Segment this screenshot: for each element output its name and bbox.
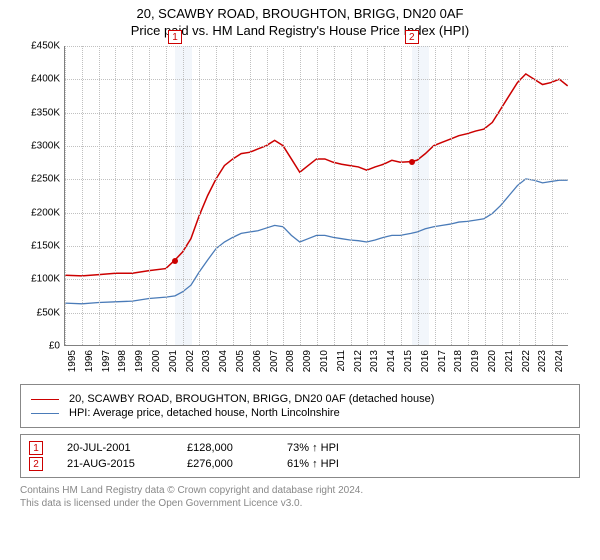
x-tick-label: 2011 [336, 350, 347, 372]
x-tick-label: 2003 [201, 350, 212, 372]
x-tick-label: 2000 [151, 350, 162, 372]
x-tick-label: 2002 [185, 350, 196, 372]
title-block: 20, SCAWBY ROAD, BROUGHTON, BRIGG, DN20 … [6, 6, 594, 38]
plot-area: 12 [64, 46, 568, 346]
x-tick-label: 2005 [235, 350, 246, 372]
y-tick-label: £300K [31, 141, 60, 152]
x-tick-label: 1998 [117, 350, 128, 372]
y-tick-label: £150K [31, 241, 60, 252]
x-tick-label: 2024 [554, 350, 565, 372]
title-subtitle: Price paid vs. HM Land Registry's House … [6, 23, 594, 38]
footer-line-1: Contains HM Land Registry data © Crown c… [20, 484, 580, 497]
title-address: 20, SCAWBY ROAD, BROUGHTON, BRIGG, DN20 … [6, 6, 594, 21]
sale-marker [172, 258, 178, 264]
y-tick-label: £450K [31, 41, 60, 52]
y-tick-label: £100K [31, 274, 60, 285]
sales-block: 1 20-JUL-2001£128,00073% ↑ HPI 2 21-AUG-201… [20, 434, 580, 478]
x-tick-label: 1999 [134, 350, 145, 372]
x-tick-label: 1997 [101, 350, 112, 372]
sale-index: 1 [29, 441, 43, 455]
x-tick-label: 2009 [302, 350, 313, 372]
sale-date: 21-AUG-2015 [67, 458, 187, 470]
band-label: 2 [405, 30, 419, 44]
sale-index: 2 [29, 457, 43, 471]
x-tick-label: 2004 [218, 350, 229, 372]
legend-swatch-2 [31, 413, 59, 414]
sale-pct: 73% ↑ HPI [287, 442, 339, 454]
x-tick-label: 2001 [168, 350, 179, 372]
footer-line-2: This data is licensed under the Open Gov… [20, 497, 580, 510]
x-tick-label: 2012 [353, 350, 364, 372]
chart-area: £0 £50K £100K £150K £200K £250K £300K £350K £400… [20, 46, 580, 376]
x-tick-label: 2019 [470, 350, 481, 372]
x-tick-label: 2017 [437, 350, 448, 372]
y-tick-label: £0 [49, 341, 60, 352]
x-tick-label: 1995 [67, 350, 78, 372]
x-tick-label: 2006 [252, 350, 263, 372]
x-tick-label: 2022 [521, 350, 532, 372]
x-tick-label: 2018 [453, 350, 464, 372]
legend-row-2: HPI: Average price, detached house, Nort… [31, 407, 569, 419]
y-axis-labels: £0£50K£100K£150K£200K£250K£300K£350K£400… [20, 46, 62, 346]
sale-pct: 61% ↑ HPI [287, 458, 339, 470]
legend-label-1: 20, SCAWBY ROAD, BROUGHTON, BRIGG, DN20 … [69, 393, 434, 405]
x-tick-label: 2016 [420, 350, 431, 372]
x-tick-label: 2021 [504, 350, 515, 372]
x-tick-label: 2015 [403, 350, 414, 372]
x-tick-label: 2020 [487, 350, 498, 372]
y-tick-label: £250K [31, 174, 60, 185]
x-tick-label: 2007 [269, 350, 280, 372]
x-axis-labels: 1995 1996 1997 1998 1999 2000 2001 2002 2003 2004… [64, 348, 568, 376]
x-tick-label: 2013 [369, 350, 380, 372]
sale-row: 1 20-JUL-2001£128,00073% ↑ HPI [29, 441, 571, 455]
sale-price: £276,000 [187, 458, 287, 470]
x-tick-label: 2010 [319, 350, 330, 372]
y-tick-label: £200K [31, 207, 60, 218]
legend-label-2: HPI: Average price, detached house, Nort… [69, 407, 340, 419]
legend-box: 20, SCAWBY ROAD, BROUGHTON, BRIGG, DN20 … [20, 384, 580, 428]
x-tick-label: 1996 [84, 350, 95, 372]
sale-date: 20-JUL-2001 [67, 442, 187, 454]
y-tick-label: £350K [31, 107, 60, 118]
sale-row: 2 21-AUG-2015£276,00061% ↑ HPI [29, 457, 571, 471]
band-label: 1 [168, 30, 182, 44]
x-tick-label: 2008 [285, 350, 296, 372]
sale-marker [409, 159, 415, 165]
legend-row-1: 20, SCAWBY ROAD, BROUGHTON, BRIGG, DN20 … [31, 393, 569, 405]
x-tick-label: 2014 [386, 350, 397, 372]
x-tick-label: 2023 [537, 350, 548, 372]
sale-price: £128,000 [187, 442, 287, 454]
legend-swatch-1 [31, 399, 59, 400]
y-tick-label: £400K [31, 74, 60, 85]
y-tick-label: £50K [37, 307, 60, 318]
footer: Contains HM Land Registry data © Crown c… [20, 484, 580, 510]
